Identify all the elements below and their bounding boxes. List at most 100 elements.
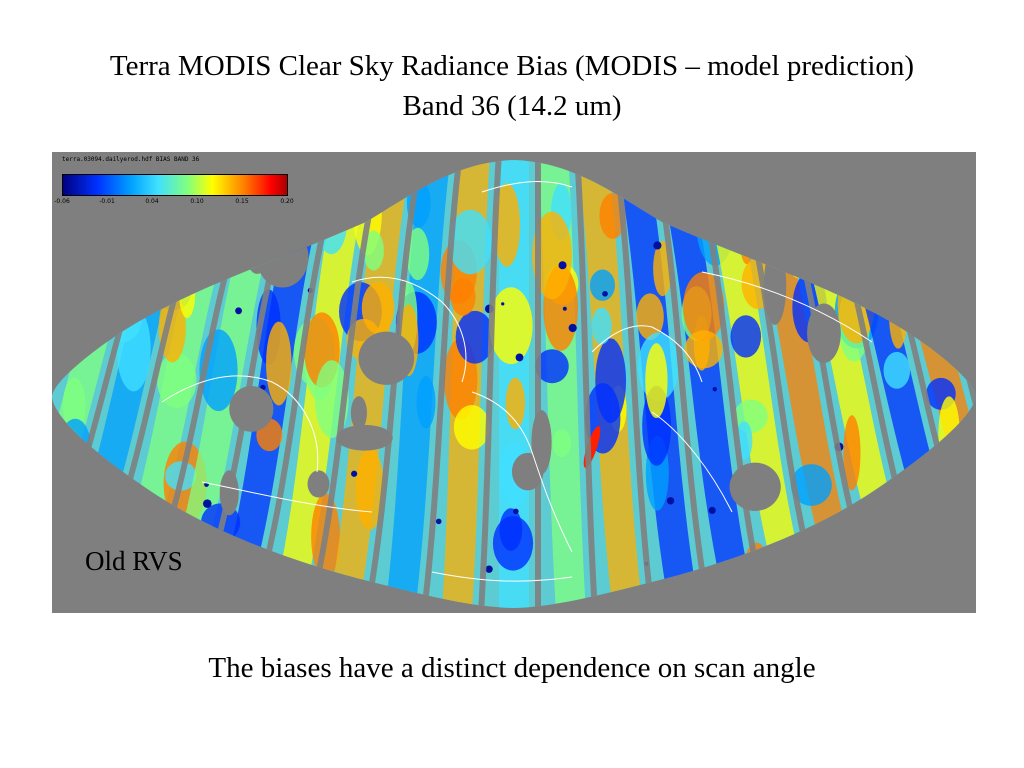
slide-title: Terra MODIS Clear Sky Radiance Bias (MOD… bbox=[0, 46, 1024, 126]
swath-gap bbox=[691, 160, 769, 608]
swath-blob bbox=[595, 338, 627, 424]
speckle bbox=[653, 241, 662, 250]
swath-blob bbox=[62, 377, 86, 433]
swath-blob bbox=[406, 227, 430, 281]
swath-gap bbox=[307, 160, 385, 608]
swath-blob bbox=[589, 269, 615, 301]
swath-blob bbox=[925, 492, 961, 555]
swath-blob bbox=[684, 330, 723, 369]
swath-blob bbox=[645, 343, 668, 419]
masked-area bbox=[358, 331, 415, 385]
masked-area bbox=[807, 303, 841, 363]
swath-gap bbox=[478, 160, 502, 608]
swath-gap bbox=[52, 160, 190, 608]
swath-blob bbox=[59, 418, 92, 476]
swath-blob bbox=[947, 443, 964, 478]
swath-blob bbox=[361, 282, 395, 334]
swath-gap bbox=[613, 160, 655, 608]
title-line-1: Terra MODIS Clear Sky Radiance Bias (MOD… bbox=[109, 50, 915, 82]
swath-blob bbox=[889, 284, 908, 349]
swath-gap bbox=[534, 160, 542, 608]
swath-layer bbox=[52, 160, 976, 608]
map-header-text: terra.03094.dailyerod.hdf BIAS BAND 36 bbox=[62, 156, 200, 163]
legend-tick: -0.01 bbox=[99, 198, 115, 205]
masked-area bbox=[307, 470, 330, 498]
swath-band bbox=[52, 160, 178, 608]
masked-area bbox=[763, 246, 787, 325]
swath-blob bbox=[254, 200, 276, 247]
speckle bbox=[562, 306, 567, 311]
speckle bbox=[836, 201, 845, 210]
swath-blob bbox=[730, 315, 762, 358]
masked-area bbox=[229, 386, 274, 432]
swath-blob bbox=[785, 168, 822, 238]
swath-gap bbox=[769, 160, 883, 608]
speckle bbox=[513, 508, 519, 515]
swath-blob bbox=[782, 220, 812, 255]
swath-blob bbox=[125, 235, 154, 278]
swath-blob bbox=[783, 204, 814, 279]
speckle bbox=[708, 506, 716, 514]
swath-blob bbox=[943, 547, 968, 580]
swath-gap bbox=[808, 160, 940, 608]
swath-blob bbox=[110, 226, 139, 261]
speckle bbox=[702, 199, 708, 205]
swath-blob bbox=[535, 349, 569, 384]
swath-blob bbox=[217, 224, 235, 270]
swath-blob bbox=[532, 211, 572, 300]
swath-gap bbox=[79, 160, 229, 608]
swath-blob bbox=[843, 415, 861, 491]
legend-tick: 0.04 bbox=[145, 198, 159, 205]
speckle bbox=[602, 290, 608, 297]
swath-blob bbox=[591, 307, 612, 345]
swath-gap bbox=[652, 160, 712, 608]
speckle bbox=[351, 470, 358, 477]
swath-band bbox=[328, 160, 412, 608]
swath-gap bbox=[730, 160, 826, 608]
swath-blob bbox=[363, 230, 384, 271]
legend-tick: 0.20 bbox=[280, 198, 294, 205]
swath-band bbox=[385, 160, 451, 608]
speckle bbox=[203, 499, 212, 508]
swath-gap bbox=[847, 160, 976, 608]
speckle bbox=[141, 507, 146, 511]
swath-blob bbox=[499, 508, 523, 551]
masked-area bbox=[245, 230, 270, 274]
masked-area bbox=[152, 267, 196, 295]
coastlines bbox=[161, 181, 873, 582]
speckle bbox=[829, 257, 834, 262]
speckle bbox=[666, 497, 675, 505]
speckle bbox=[704, 227, 710, 233]
masked-area bbox=[256, 227, 309, 288]
swath-blob bbox=[636, 293, 664, 341]
slide-caption: The biases have a distinct dependence on… bbox=[208, 652, 816, 684]
swath-blob bbox=[493, 183, 521, 267]
swath-blob bbox=[881, 521, 912, 588]
speckle bbox=[235, 307, 242, 315]
swath-band bbox=[694, 160, 814, 608]
swath-blob bbox=[118, 244, 146, 319]
legend-colorbar bbox=[62, 174, 288, 196]
swath-blob bbox=[938, 396, 960, 472]
masked-area bbox=[729, 462, 781, 511]
speckle bbox=[501, 302, 505, 306]
speckle bbox=[712, 387, 718, 392]
swath-blob bbox=[936, 496, 964, 577]
swath-blob bbox=[355, 448, 385, 530]
masked-area bbox=[350, 396, 367, 430]
swath-blob bbox=[552, 429, 572, 458]
swath-blob bbox=[505, 377, 526, 430]
swath-blob bbox=[259, 219, 288, 248]
swath-blob bbox=[697, 163, 726, 234]
speckle bbox=[568, 323, 577, 333]
scenario-label: Old RVS bbox=[85, 546, 183, 576]
swath-blob bbox=[744, 542, 768, 586]
swath-blob bbox=[266, 321, 292, 406]
swath-blob bbox=[116, 306, 151, 392]
swath-blob bbox=[179, 268, 196, 319]
swath-blob bbox=[448, 209, 492, 275]
color-legend: -0.06 -0.01 0.04 0.10 0.15 0.20 bbox=[54, 174, 294, 206]
swath-blob bbox=[781, 166, 804, 229]
masked-area bbox=[336, 424, 393, 451]
speckle bbox=[870, 261, 875, 265]
